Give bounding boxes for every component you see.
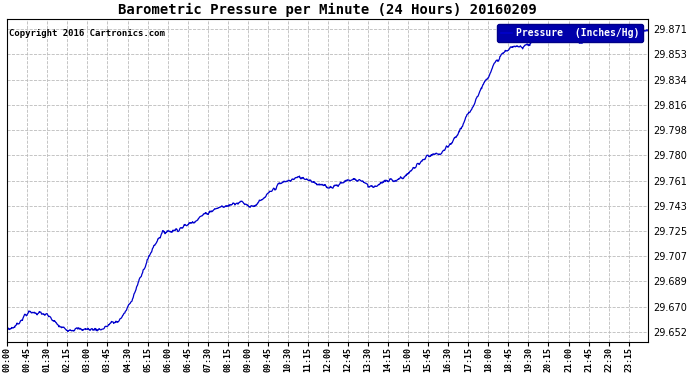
Text: Copyright 2016 Cartronics.com: Copyright 2016 Cartronics.com: [8, 29, 164, 38]
Title: Barometric Pressure per Minute (24 Hours) 20160209: Barometric Pressure per Minute (24 Hours…: [119, 3, 537, 17]
Legend: Pressure  (Inches/Hg): Pressure (Inches/Hg): [497, 24, 643, 42]
